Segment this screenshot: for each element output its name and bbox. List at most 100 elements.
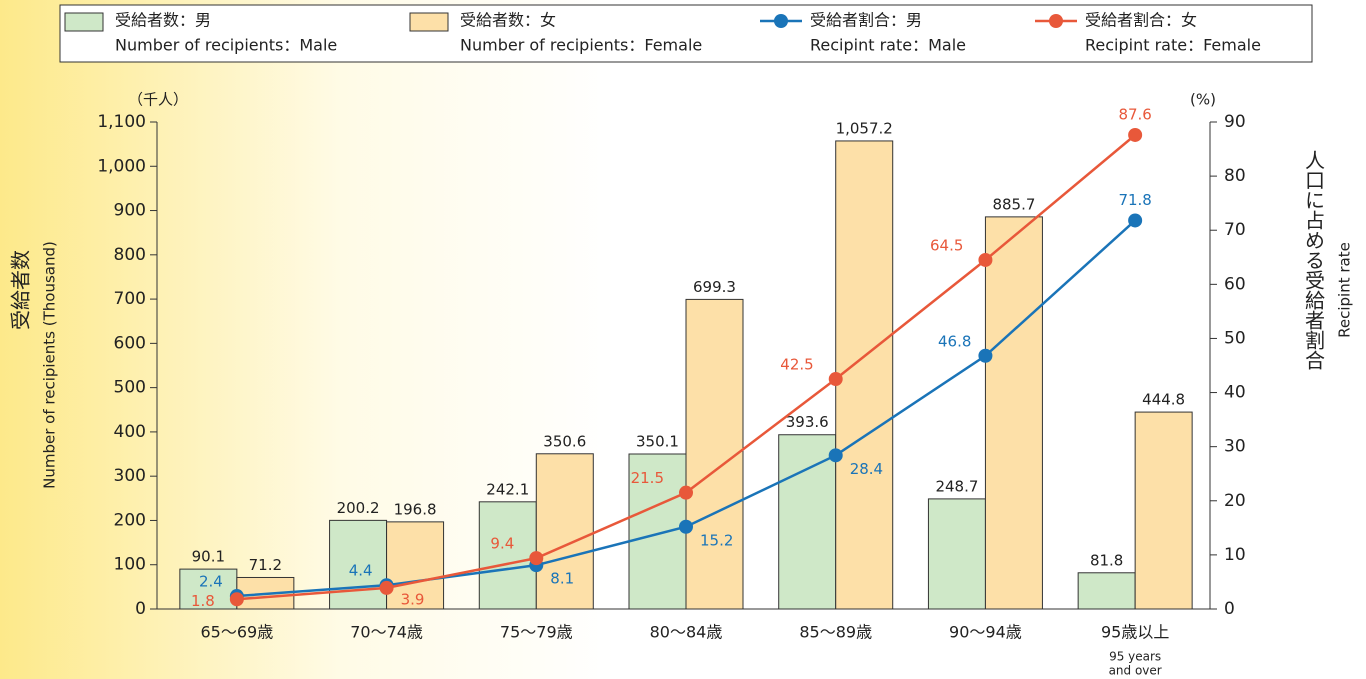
bar	[927, 498, 986, 610]
bar-label: 444.8	[1142, 391, 1185, 409]
bar	[835, 140, 894, 610]
y2-tick-label: 80	[1224, 166, 1246, 186]
point-label: 8.1	[550, 570, 574, 588]
y-tick-label: 200	[114, 510, 146, 530]
point-label: 2.4	[199, 573, 223, 591]
bar	[535, 453, 594, 610]
y-tick-label: 400	[114, 422, 146, 442]
bar-label: 350.1	[636, 433, 679, 451]
bar-label: 71.2	[249, 556, 282, 574]
y-tick-label: 0	[135, 599, 146, 619]
point-label: 64.5	[930, 236, 963, 254]
y-tick-label: 600	[114, 333, 146, 353]
bar-label: 1,057.2	[836, 119, 893, 137]
y2-tick-label: 10	[1224, 545, 1246, 565]
legend-dot	[1049, 14, 1063, 28]
point-label: 3.9	[401, 590, 425, 608]
point	[679, 519, 693, 534]
bar	[628, 453, 687, 610]
point	[828, 372, 843, 387]
point-label: 42.5	[780, 356, 813, 374]
x-tick-label: 65～69歳	[200, 623, 273, 642]
y-tick-label: 100	[114, 555, 146, 575]
bar	[1134, 411, 1193, 610]
bar-label: 81.8	[1090, 551, 1123, 569]
bar	[329, 519, 388, 610]
x-tick-label: 85～89歳	[799, 623, 872, 642]
bar	[478, 501, 537, 610]
point-label: 46.8	[938, 332, 971, 350]
y2-tick-label: 90	[1224, 112, 1246, 132]
point-label: 1.8	[191, 592, 215, 610]
y2-label: 人口に占める受給者割合	[1302, 150, 1326, 370]
point-label: 21.5	[631, 469, 664, 487]
legend-label: 受給者割合：男	[810, 11, 922, 30]
point-label: 4.4	[349, 562, 373, 580]
bar-label: 885.7	[992, 195, 1035, 213]
bar-label: 699.3	[693, 278, 736, 296]
legend-label-en: Number of recipients：Female	[460, 36, 702, 55]
point	[379, 580, 394, 595]
y-tick-label: 1,000	[97, 156, 146, 176]
point	[978, 348, 993, 363]
point-label: 28.4	[850, 460, 883, 478]
bar-label: 393.6	[786, 413, 829, 431]
y2-tick-label: 30	[1224, 437, 1246, 457]
bar	[179, 568, 238, 610]
y-tick-label: 300	[114, 466, 146, 486]
y-tick-label: 1,100	[97, 112, 146, 132]
y2-tick-label: 50	[1224, 328, 1246, 348]
y2-tick-label: 20	[1224, 491, 1246, 511]
point	[978, 252, 993, 267]
y2-tick-label: 60	[1224, 274, 1246, 294]
y-label: 受給者数	[9, 250, 33, 330]
point-label: 15.2	[700, 531, 733, 549]
x-tick-label: 95歳以上	[1101, 623, 1169, 642]
bar	[386, 521, 445, 610]
legend-label-en: Number of recipients：Male	[115, 36, 337, 55]
point	[828, 448, 843, 463]
point	[1128, 213, 1143, 228]
y2-tick-label: 0	[1224, 599, 1235, 619]
bar	[685, 298, 744, 610]
bar	[984, 216, 1043, 610]
x-tick-note: 95 years	[1109, 650, 1161, 664]
bar-label: 350.6	[543, 432, 586, 450]
x-tick-label: 80～84歳	[650, 623, 723, 642]
bar-label: 242.1	[486, 480, 529, 498]
x-tick-label: 75～79歳	[500, 623, 573, 642]
x-tick-label: 70～74歳	[350, 623, 423, 642]
bar-label: 248.7	[935, 477, 978, 495]
x-tick-note: and over	[1109, 664, 1162, 678]
y-unit: （千人）	[128, 91, 188, 109]
bar-label: 90.1	[192, 548, 225, 566]
legend-label: 受給者割合：女	[1085, 11, 1197, 30]
legend-label: 受給者数：男	[115, 11, 211, 30]
y-tick-label: 900	[114, 201, 146, 221]
point-label: 71.8	[1118, 191, 1151, 209]
y-tick-label: 500	[114, 378, 146, 398]
legend-label-en: Recipint rate：Female	[1085, 36, 1261, 55]
bar	[778, 434, 837, 610]
x-tick-label: 90～94歳	[949, 623, 1022, 642]
y2-unit: (%)	[1190, 91, 1216, 109]
point	[1128, 127, 1143, 142]
y-tick-label: 800	[114, 245, 146, 265]
legend-swatch	[409, 12, 449, 32]
point	[529, 551, 544, 566]
point-label: 9.4	[490, 535, 514, 553]
point	[229, 592, 244, 607]
point	[679, 485, 693, 500]
point-label: 87.6	[1118, 105, 1151, 123]
bar-label: 196.8	[394, 500, 437, 518]
legend-dot	[774, 14, 788, 28]
bar-label: 200.2	[337, 499, 380, 517]
y2-tick-label: 40	[1224, 383, 1246, 403]
bar	[1077, 572, 1136, 610]
y-label-en: Number of recipients (Thousand)	[41, 241, 59, 489]
y2-tick-label: 70	[1224, 220, 1246, 240]
y2-label-en: Recipint rate	[1336, 242, 1354, 338]
legend-box	[59, 4, 1313, 63]
legend-swatch	[64, 12, 104, 32]
